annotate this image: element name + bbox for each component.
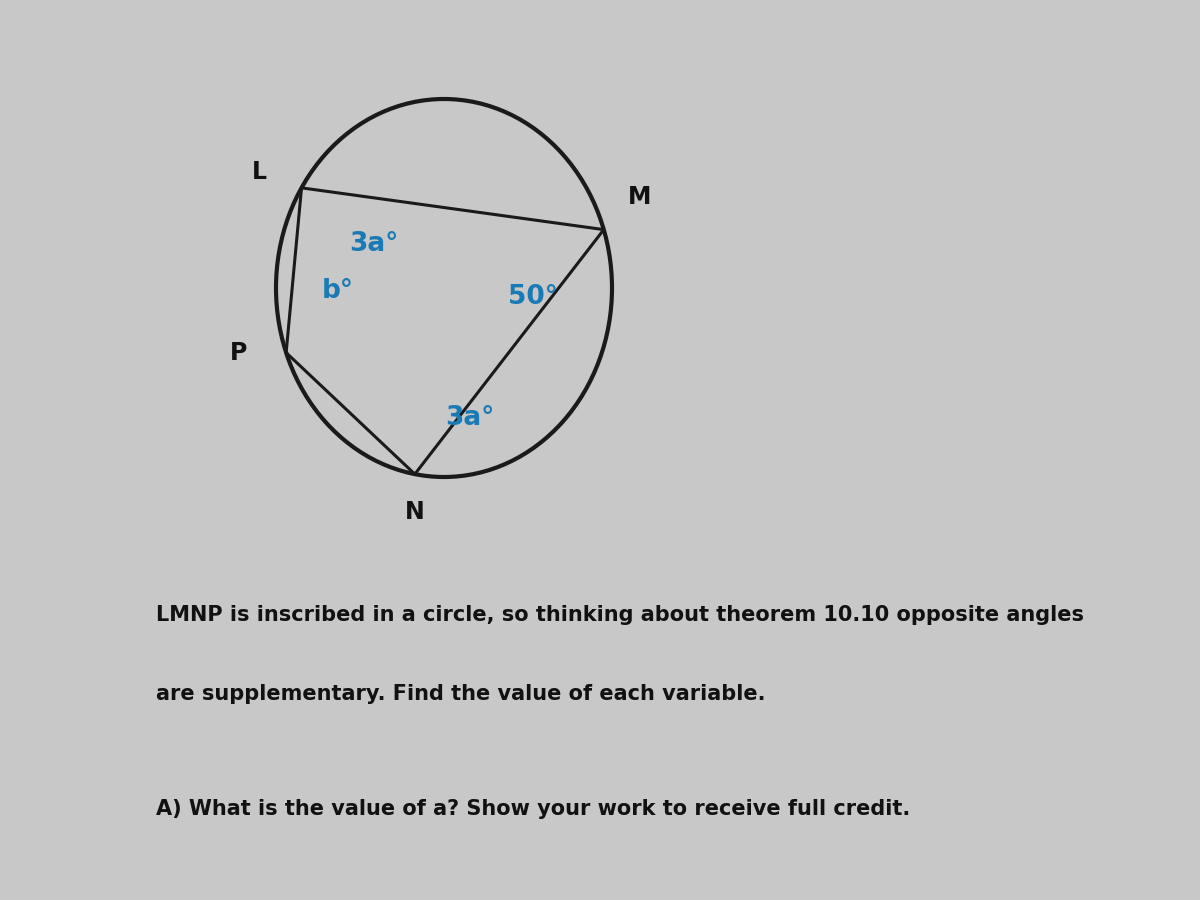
Text: LMNP is inscribed in a circle, so thinking about theorem 10.10 opposite angles: LMNP is inscribed in a circle, so thinki… — [156, 605, 1084, 625]
Text: 3a°: 3a° — [349, 231, 398, 257]
Text: 3a°: 3a° — [445, 405, 494, 431]
Text: L: L — [252, 159, 268, 184]
Text: are supplementary. Find the value of each variable.: are supplementary. Find the value of eac… — [156, 684, 766, 704]
Text: M: M — [628, 185, 652, 209]
Text: A) What is the value of a? Show your work to receive full credit.: A) What is the value of a? Show your wor… — [156, 799, 911, 819]
Text: 50°: 50° — [508, 284, 558, 310]
Text: P: P — [229, 340, 247, 364]
Text: b°: b° — [322, 278, 354, 304]
Text: N: N — [404, 500, 425, 524]
